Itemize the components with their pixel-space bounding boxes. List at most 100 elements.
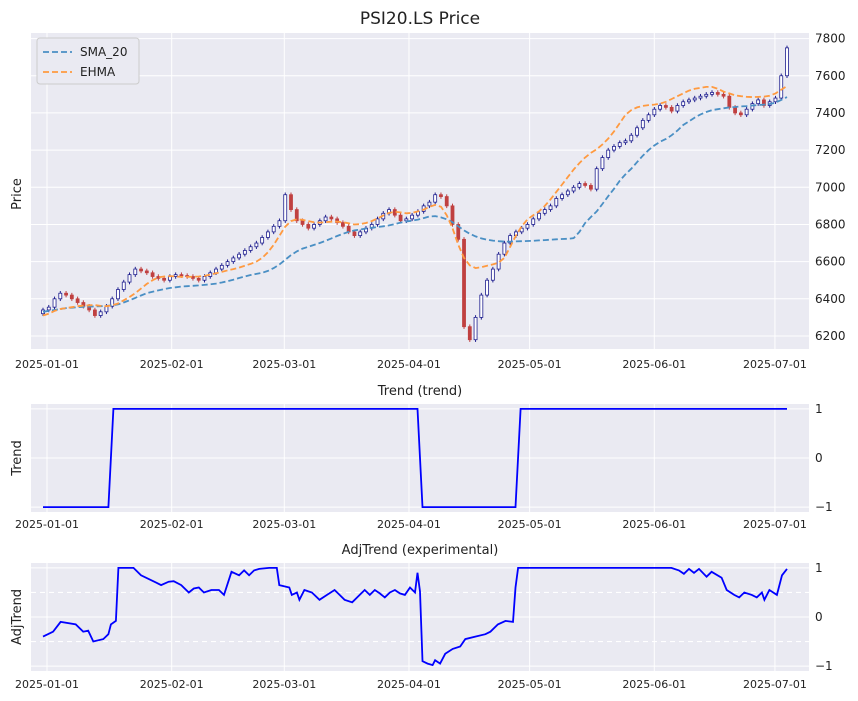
x-tick-label: 2025-06-01 [622, 518, 686, 531]
candle-body [617, 142, 622, 147]
x-tick-label: 2025-05-01 [498, 358, 562, 371]
candle-body [52, 298, 57, 308]
price-chart-title: PSI20.LS Price [360, 9, 480, 29]
candle-body [450, 205, 455, 225]
x-tick-label: 2025-01-01 [15, 518, 79, 531]
candle-body [427, 201, 432, 207]
candle-body [675, 105, 680, 112]
candle-body [589, 185, 593, 190]
y-tick-label: 7800 [815, 32, 846, 46]
candle-body [531, 218, 536, 225]
candle-body [467, 326, 472, 341]
candle-body [692, 97, 697, 101]
x-tick-label: 2025-06-01 [622, 678, 686, 691]
candle-body [237, 253, 241, 259]
candle-body [242, 250, 247, 255]
candle-body [306, 224, 311, 229]
x-tick-label: 2025-01-01 [15, 678, 79, 691]
adjtrend-line [42, 567, 788, 667]
candle-body [173, 274, 178, 277]
y-tick-label: 7400 [815, 106, 846, 120]
candle-body [710, 92, 714, 95]
candle-body [485, 279, 489, 296]
candle-body [756, 99, 761, 105]
candle-body [358, 231, 363, 237]
candle-body [583, 183, 588, 186]
candle-body [785, 47, 789, 77]
candle-body [663, 105, 668, 108]
candle-body [565, 190, 570, 196]
legend-label-ehma: EHMA [80, 65, 116, 79]
price-y-axis-label: Price [10, 178, 25, 210]
candle-body [139, 268, 143, 272]
candle-body [548, 205, 553, 210]
x-tick-label: 2025-07-01 [743, 358, 807, 371]
y-tick-label: 0 [815, 451, 823, 465]
candle-body [727, 95, 732, 108]
trend-chart-title: Trend (trend) [377, 384, 463, 399]
candle-body [294, 209, 299, 222]
candle-body [179, 274, 184, 277]
candle-body [779, 75, 784, 99]
y-tick-label: 7000 [815, 180, 846, 194]
y-tick-label: 6600 [815, 255, 846, 269]
x-tick-label: 2025-03-01 [252, 678, 316, 691]
candle-body [121, 281, 126, 290]
legend-label-sma: SMA_20 [80, 45, 127, 59]
candle-body [439, 194, 443, 197]
x-tick-label: 2025-01-01 [15, 358, 79, 371]
candle-body [542, 209, 547, 214]
price-plot-area [31, 33, 809, 349]
candle-body [525, 224, 530, 229]
candle-body [738, 112, 743, 116]
candle-body [93, 309, 97, 316]
x-tick-label: 2025-05-01 [498, 678, 562, 691]
candle-body [271, 225, 276, 233]
y-tick-label: 6400 [815, 292, 846, 306]
candle-body [612, 145, 616, 151]
candle-body [479, 294, 484, 318]
candle-body [744, 108, 749, 116]
candle-body [600, 157, 605, 170]
candle-body [202, 276, 207, 281]
candle-body [444, 196, 449, 207]
candle-body [225, 261, 230, 266]
trend-line [43, 407, 787, 509]
candle-body [127, 274, 132, 283]
candle-body [312, 224, 316, 229]
candle-body [462, 238, 466, 328]
candle-body [254, 242, 259, 248]
candle-body [640, 119, 645, 129]
candle-body [681, 101, 686, 106]
x-tick-label: 2025-02-01 [140, 678, 204, 691]
candle-body [283, 194, 288, 222]
candle-body [687, 99, 691, 103]
candle-body [704, 93, 709, 97]
candle-body [554, 198, 559, 207]
candle-body [623, 140, 628, 144]
candle-body [456, 224, 461, 240]
x-tick-label: 2025-03-01 [252, 518, 316, 531]
candle-body [69, 294, 74, 300]
candle-body [162, 277, 167, 281]
x-tick-label: 2025-06-01 [622, 358, 686, 371]
candle-body [58, 292, 63, 300]
candle-body [398, 214, 403, 222]
candle-body [635, 127, 639, 136]
y-tick-label: 1 [815, 561, 823, 575]
x-tick-label: 2025-05-01 [498, 518, 562, 531]
candle-body [150, 272, 155, 277]
candle-body [433, 194, 438, 203]
candle-body [46, 306, 51, 311]
candle-body [629, 134, 634, 142]
candle-body [75, 298, 80, 303]
candle-body [773, 97, 778, 103]
candle-body [133, 268, 138, 276]
sma-20-line [42, 96, 788, 313]
candle-body [537, 212, 541, 220]
candle-body [721, 93, 726, 97]
y-tick-label: 6800 [815, 217, 846, 231]
candle-body [410, 214, 415, 220]
candle-body [375, 218, 380, 225]
